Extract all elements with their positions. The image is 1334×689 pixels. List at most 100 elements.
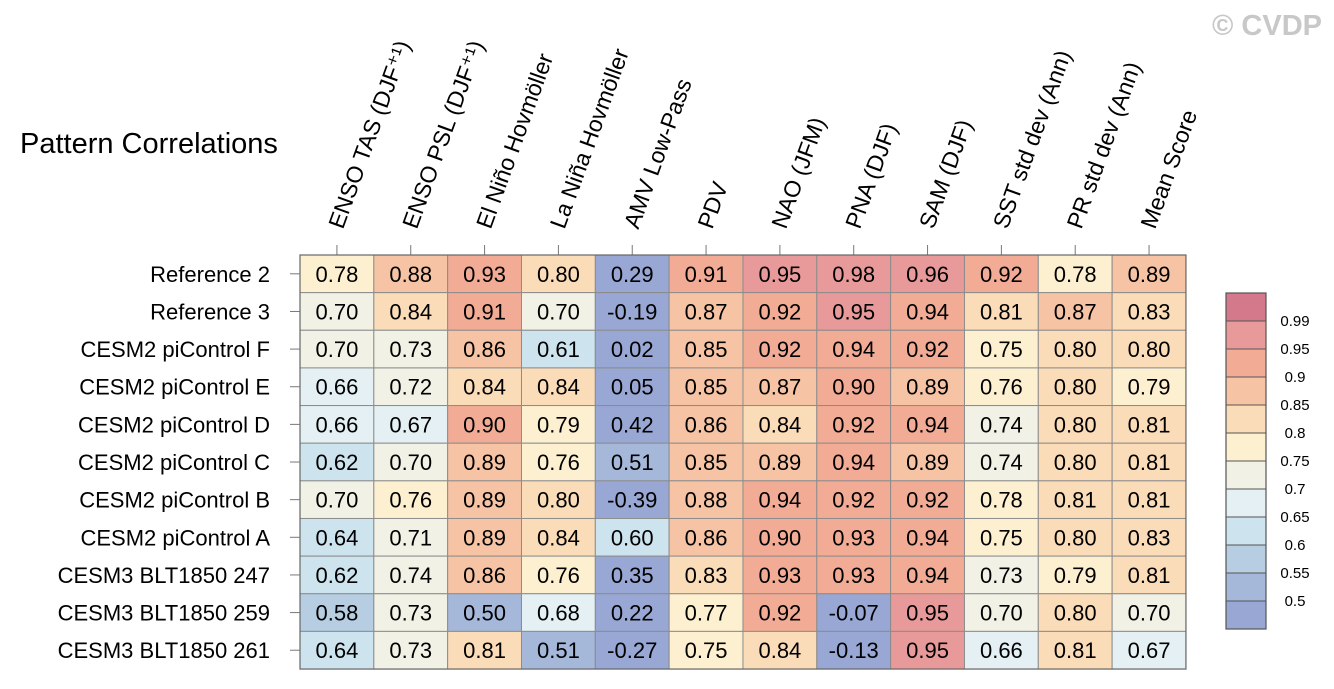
column-header: NAO (JFM) — [766, 114, 830, 232]
cell-value-label: 0.92 — [980, 262, 1023, 287]
cell-value-label: 0.94 — [906, 412, 949, 437]
heatmap-cell — [742, 405, 818, 444]
colorbar-swatch — [1226, 517, 1266, 545]
heatmap-cell — [742, 254, 818, 294]
cell-value-label: 0.87 — [758, 375, 801, 400]
cell-value-label: 0.05 — [611, 375, 654, 400]
heatmap-cell — [668, 442, 744, 482]
colorbar-tick-label: 0.99 — [1280, 313, 1309, 330]
cell-value-label: 0.68 — [537, 601, 580, 626]
heatmap-cell — [963, 442, 1039, 482]
cell-value-label: 0.80 — [537, 488, 580, 513]
cell-value-label: 0.85 — [685, 375, 728, 400]
heatmap-cell — [373, 367, 449, 407]
heatmap-cell — [963, 367, 1039, 407]
cell-value-label: 0.89 — [1128, 262, 1171, 287]
colorbar-tick-label: 0.65 — [1280, 509, 1309, 526]
heatmap-cell — [594, 555, 670, 595]
cell-value-label: 0.66 — [980, 638, 1023, 663]
cell-value-label: 0.85 — [685, 450, 728, 475]
heatmap-cell — [299, 442, 375, 482]
cell-value-label: 0.50 — [463, 601, 506, 626]
heatmap-cell — [963, 405, 1039, 444]
heatmap-cell — [963, 517, 1039, 557]
cell-value-label: 0.58 — [316, 601, 359, 626]
cell-value-label: 0.70 — [537, 299, 580, 324]
colorbar-swatch — [1226, 405, 1266, 433]
colorbar-tick-label: 0.7 — [1285, 481, 1306, 498]
cell-value-label: 0.75 — [980, 525, 1023, 550]
cell-value-label: 0.93 — [463, 262, 506, 287]
cell-value-label: 0.73 — [389, 638, 432, 663]
heatmap-cell — [520, 367, 596, 407]
column-header: PR std dev (Ann) — [1061, 58, 1145, 231]
cell-value-label: 0.76 — [980, 375, 1023, 400]
heatmap-cell — [890, 593, 965, 632]
row-label: CESM2 piControl B — [79, 488, 270, 513]
colorbar-swatch — [1226, 545, 1266, 573]
row-label: CESM2 piControl A — [80, 525, 270, 550]
heatmap-cell — [299, 480, 375, 519]
cell-value-label: 0.81 — [1128, 563, 1171, 588]
colorbar-tick-label: 0.95 — [1280, 341, 1309, 358]
heatmap-cell — [816, 442, 892, 482]
colorbar-border — [1225, 292, 1267, 630]
colorbar-tick-label: 0.85 — [1280, 397, 1309, 414]
row-label: CESM3 BLT1850 259 — [58, 601, 270, 626]
row-label: CESM3 BLT1850 247 — [58, 563, 270, 588]
heatmap-cell — [1111, 292, 1187, 331]
cell-value-label: 0.62 — [316, 563, 359, 588]
column-header: AMV Low-Pass — [619, 75, 697, 232]
cell-value-label: 0.80 — [1054, 525, 1097, 550]
heatmap-cell — [299, 254, 375, 294]
heatmap-grid: 0.78 0.88 0.93 0.80 0.29 0.91 0.95 0.98 0.96 0.92… — [299, 254, 1187, 670]
cell-value-label: 0.89 — [906, 375, 949, 400]
heatmap-cell — [816, 630, 892, 670]
cell-value-label: 0.51 — [537, 638, 580, 663]
cell-value-label: 0.92 — [758, 337, 801, 362]
heatmap-cell — [890, 442, 965, 482]
colorbar-swatch — [1226, 461, 1266, 489]
colorbar-tick-label: 0.9 — [1285, 369, 1306, 386]
cell-value-label: 0.70 — [316, 299, 359, 324]
cell-value-label: 0.83 — [1128, 299, 1171, 324]
cell-value-label: 0.79 — [1128, 375, 1171, 400]
heatmap-cell — [447, 442, 522, 482]
cell-value-label: 0.64 — [316, 525, 359, 550]
heatmap-cell — [1037, 480, 1113, 519]
cell-value-label: 0.98 — [832, 262, 875, 287]
cell-value-label: 0.64 — [316, 638, 359, 663]
heatmap-cell — [594, 292, 670, 331]
cell-value-label: 0.91 — [685, 262, 728, 287]
cell-value-label: 0.86 — [685, 525, 728, 550]
heatmap-cell — [742, 593, 818, 632]
cell-value-label: 0.60 — [611, 525, 654, 550]
cell-value-label: 0.83 — [1128, 525, 1171, 550]
column-header: Mean Score — [1135, 106, 1202, 231]
heatmap-cell — [816, 593, 892, 632]
heatmap-cell — [594, 480, 670, 519]
heatmap-cell — [520, 292, 596, 331]
heatmap-cell — [1037, 555, 1113, 595]
heatmap-cell — [373, 630, 449, 670]
cell-value-label: 0.92 — [832, 488, 875, 513]
colorbar-swatch — [1226, 573, 1266, 601]
colorbar-tick-label: 0.55 — [1280, 565, 1309, 582]
column-header: ENSO TAS (DJF⁺¹) — [323, 37, 415, 232]
heatmap-cell — [816, 517, 892, 557]
cell-value-label: 0.93 — [832, 563, 875, 588]
cell-value-label: 0.70 — [980, 601, 1023, 626]
cell-value-label: 0.86 — [463, 337, 506, 362]
heatmap-cell — [890, 367, 965, 407]
colorbar-swatch — [1226, 489, 1266, 517]
cell-value-label: 0.74 — [980, 412, 1023, 437]
cell-value-label: 0.76 — [537, 563, 580, 588]
heatmap-cell — [520, 480, 596, 519]
heatmap-cell — [1037, 517, 1113, 557]
cell-value-label: 0.83 — [685, 563, 728, 588]
cell-value-label: 0.66 — [316, 375, 359, 400]
heatmap-cell — [742, 517, 818, 557]
heatmap-cell — [520, 442, 596, 482]
heatmap-cell — [963, 593, 1039, 632]
